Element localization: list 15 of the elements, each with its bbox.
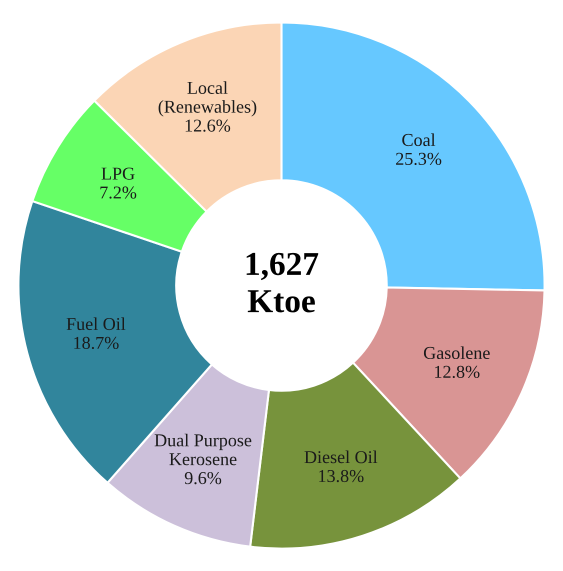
data-label: 18.7% (74, 336, 119, 350)
slice-label: Dual Purpose Kerosene (154, 434, 252, 466)
data-label: 12.6% (186, 120, 230, 132)
slice-label: Coal (402, 133, 436, 146)
slice-label: Gasolene (424, 346, 490, 360)
data-label: 12.8% (435, 366, 480, 378)
data-label: 25.3% (396, 152, 442, 166)
slice-label: Local (Renewables) (158, 81, 256, 116)
slice-label: Diesel Oil (304, 450, 378, 464)
text: 1,627 Ktoe (246, 252, 318, 312)
data-label: 13.8% (319, 470, 364, 482)
data-label: 9.6% (184, 472, 222, 484)
data-label: 7.2% (100, 186, 136, 199)
slice-label: LPG (102, 168, 135, 180)
slice-label: Fuel Oil (66, 317, 126, 330)
